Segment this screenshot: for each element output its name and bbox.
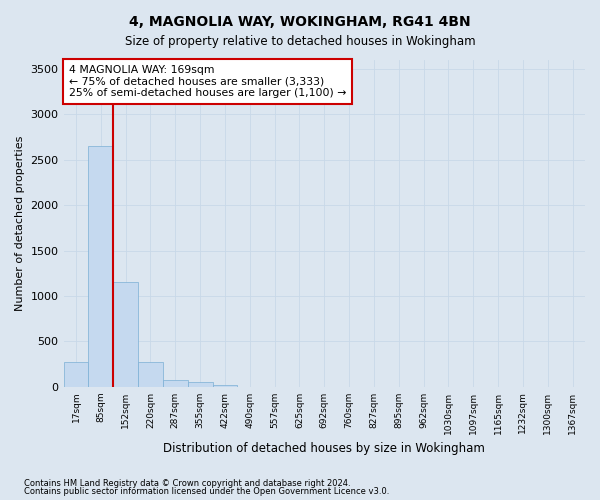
Bar bbox=[163, 380, 188, 386]
Bar bbox=[88, 146, 113, 386]
Text: Size of property relative to detached houses in Wokingham: Size of property relative to detached ho… bbox=[125, 35, 475, 48]
Bar bbox=[138, 362, 163, 386]
Text: Contains HM Land Registry data © Crown copyright and database right 2024.: Contains HM Land Registry data © Crown c… bbox=[24, 478, 350, 488]
Y-axis label: Number of detached properties: Number of detached properties bbox=[15, 136, 25, 311]
Text: 4 MAGNOLIA WAY: 169sqm
← 75% of detached houses are smaller (3,333)
25% of semi-: 4 MAGNOLIA WAY: 169sqm ← 75% of detached… bbox=[69, 65, 346, 98]
Bar bbox=[212, 385, 238, 386]
Bar bbox=[64, 362, 88, 386]
Text: Contains public sector information licensed under the Open Government Licence v3: Contains public sector information licen… bbox=[24, 487, 389, 496]
X-axis label: Distribution of detached houses by size in Wokingham: Distribution of detached houses by size … bbox=[163, 442, 485, 455]
Bar bbox=[188, 382, 212, 386]
Text: 4, MAGNOLIA WAY, WOKINGHAM, RG41 4BN: 4, MAGNOLIA WAY, WOKINGHAM, RG41 4BN bbox=[129, 15, 471, 29]
Bar bbox=[113, 282, 138, 387]
